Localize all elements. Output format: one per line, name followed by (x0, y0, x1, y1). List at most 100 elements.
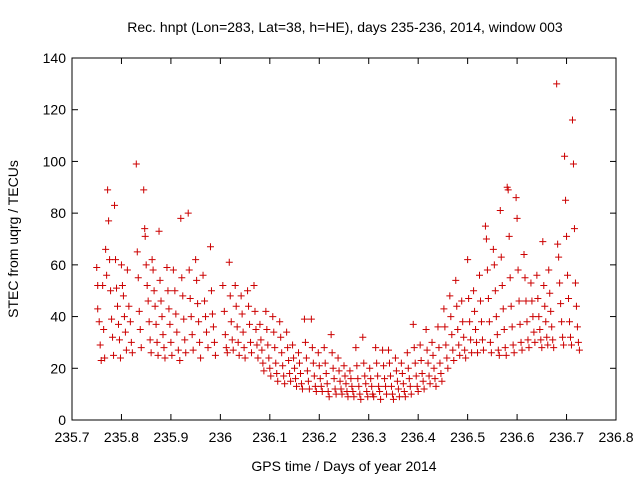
data-point (575, 346, 583, 354)
data-point (178, 274, 186, 282)
data-point (561, 152, 569, 160)
data-point (156, 276, 164, 284)
data-point (467, 336, 475, 344)
data-point (493, 331, 501, 339)
data-point (494, 346, 502, 354)
data-point (442, 341, 450, 349)
data-point (573, 323, 581, 331)
data-point (247, 338, 255, 346)
data-point (510, 349, 518, 357)
data-point (460, 333, 468, 341)
data-point (474, 349, 482, 357)
data-point (125, 302, 133, 310)
data-point (195, 318, 203, 326)
data-point (207, 287, 215, 295)
data-point (465, 294, 473, 302)
data-point (232, 302, 240, 310)
data-point (204, 344, 212, 352)
data-point (136, 326, 144, 333)
data-point (557, 300, 565, 308)
data-point (220, 307, 228, 315)
data-point (141, 225, 149, 233)
data-point (132, 160, 140, 168)
data-point (271, 344, 279, 352)
data-point (328, 349, 336, 357)
data-point (303, 367, 311, 375)
data-point (297, 380, 305, 388)
data-point (239, 328, 247, 336)
data-point (167, 338, 175, 346)
data-point (336, 377, 344, 385)
data-point (529, 313, 537, 321)
data-point (527, 279, 535, 287)
data-point (405, 375, 413, 383)
data-point (316, 375, 324, 383)
data-point (470, 287, 478, 295)
data-point (385, 359, 393, 367)
data-point (330, 375, 338, 383)
data-point (126, 318, 134, 326)
data-point (111, 201, 119, 209)
data-point (499, 305, 507, 313)
data-point (550, 344, 558, 352)
data-point (364, 393, 372, 401)
data-point (116, 354, 124, 362)
data-point (135, 307, 143, 315)
x-axis-label: GPS time / Days of year 2014 (251, 458, 436, 474)
data-point (478, 336, 486, 344)
data-point (360, 359, 368, 367)
data-point (559, 333, 567, 341)
data-point (484, 294, 492, 302)
data-point (541, 302, 549, 310)
data-point (533, 271, 541, 279)
data-point (518, 346, 526, 354)
data-point (564, 271, 572, 279)
data-point (528, 297, 536, 305)
data-point (158, 313, 166, 321)
data-point (269, 313, 277, 321)
data-point (173, 328, 181, 336)
data-point (146, 336, 154, 344)
data-point (411, 359, 419, 367)
data-point (399, 380, 407, 388)
data-point (572, 302, 580, 310)
data-point (383, 390, 391, 398)
data-point (196, 338, 204, 346)
data-point (509, 341, 517, 349)
data-point (512, 194, 520, 202)
data-point (455, 341, 463, 349)
data-point (354, 375, 362, 383)
plot-frame (71, 57, 617, 421)
data-point (323, 380, 331, 388)
data-point (276, 318, 284, 326)
data-point (179, 292, 187, 300)
data-point (417, 357, 425, 365)
data-point (513, 214, 521, 222)
data-point (142, 261, 150, 269)
data-point (273, 369, 281, 377)
data-point (240, 344, 248, 352)
data-point (407, 390, 415, 398)
data-point (479, 346, 487, 354)
data-point (293, 382, 301, 390)
data-point (459, 318, 467, 326)
data-point (394, 385, 402, 393)
data-point (122, 346, 130, 354)
data-point (487, 349, 495, 357)
data-point (197, 354, 205, 362)
data-point (318, 388, 326, 396)
data-point (386, 372, 394, 380)
data-point (305, 385, 313, 393)
data-point (285, 357, 293, 365)
x-tick-label: 236 (209, 429, 233, 445)
data-point (93, 263, 101, 271)
data-point (496, 207, 504, 215)
data-point (418, 369, 426, 377)
data-point (566, 318, 574, 326)
data-point (385, 346, 393, 354)
data-point (331, 385, 339, 393)
data-point (180, 315, 188, 323)
data-point (104, 186, 112, 194)
data-point (376, 388, 384, 396)
data-point (521, 274, 529, 282)
